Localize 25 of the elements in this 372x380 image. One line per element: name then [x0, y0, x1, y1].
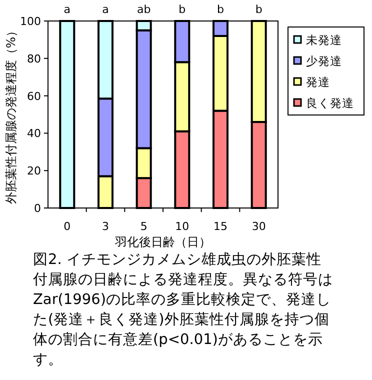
- annotation: b: [255, 3, 262, 16]
- annotation: b: [217, 3, 224, 16]
- annotation: b: [178, 3, 186, 16]
- xtick: 5: [140, 220, 148, 233]
- legend-label: 少発達: [306, 54, 342, 68]
- xtick: 15: [214, 220, 228, 233]
- ytick: 40: [27, 127, 41, 140]
- xtick: 3: [102, 220, 109, 233]
- legend-label: 発達: [306, 75, 330, 89]
- ylabel: 外胚葉性付属腺の発達程度（%）: [4, 24, 18, 204]
- annotation: a: [102, 3, 109, 16]
- xtick: 0: [64, 220, 71, 233]
- ytick: 80: [27, 52, 41, 66]
- ytick: 100: [20, 15, 41, 28]
- ytick: 20: [27, 164, 41, 178]
- xlabel: 羽化後日齢（日）: [115, 235, 211, 249]
- annotation: a: [64, 3, 71, 16]
- legend-label: 良く発達: [306, 96, 354, 110]
- xtick: 10: [175, 220, 190, 233]
- ytick: 0: [34, 202, 41, 215]
- annotation: ab: [136, 3, 151, 16]
- caption: 図2. イチモンジカメムシ雄成虫の外胚葉性付属腺の日齢による発達程度。異なる符号は Zar(1996)の比率の多重比較検定で、発達した(発達＋良く発達)外胚葉性付属腺を持つ個体の割合に有意差(p<0.01)があることを示す。: [33, 251, 333, 370]
- legend-label: 未発達: [306, 33, 342, 47]
- xtick: 30: [252, 220, 266, 233]
- ytick: 60: [27, 90, 41, 103]
